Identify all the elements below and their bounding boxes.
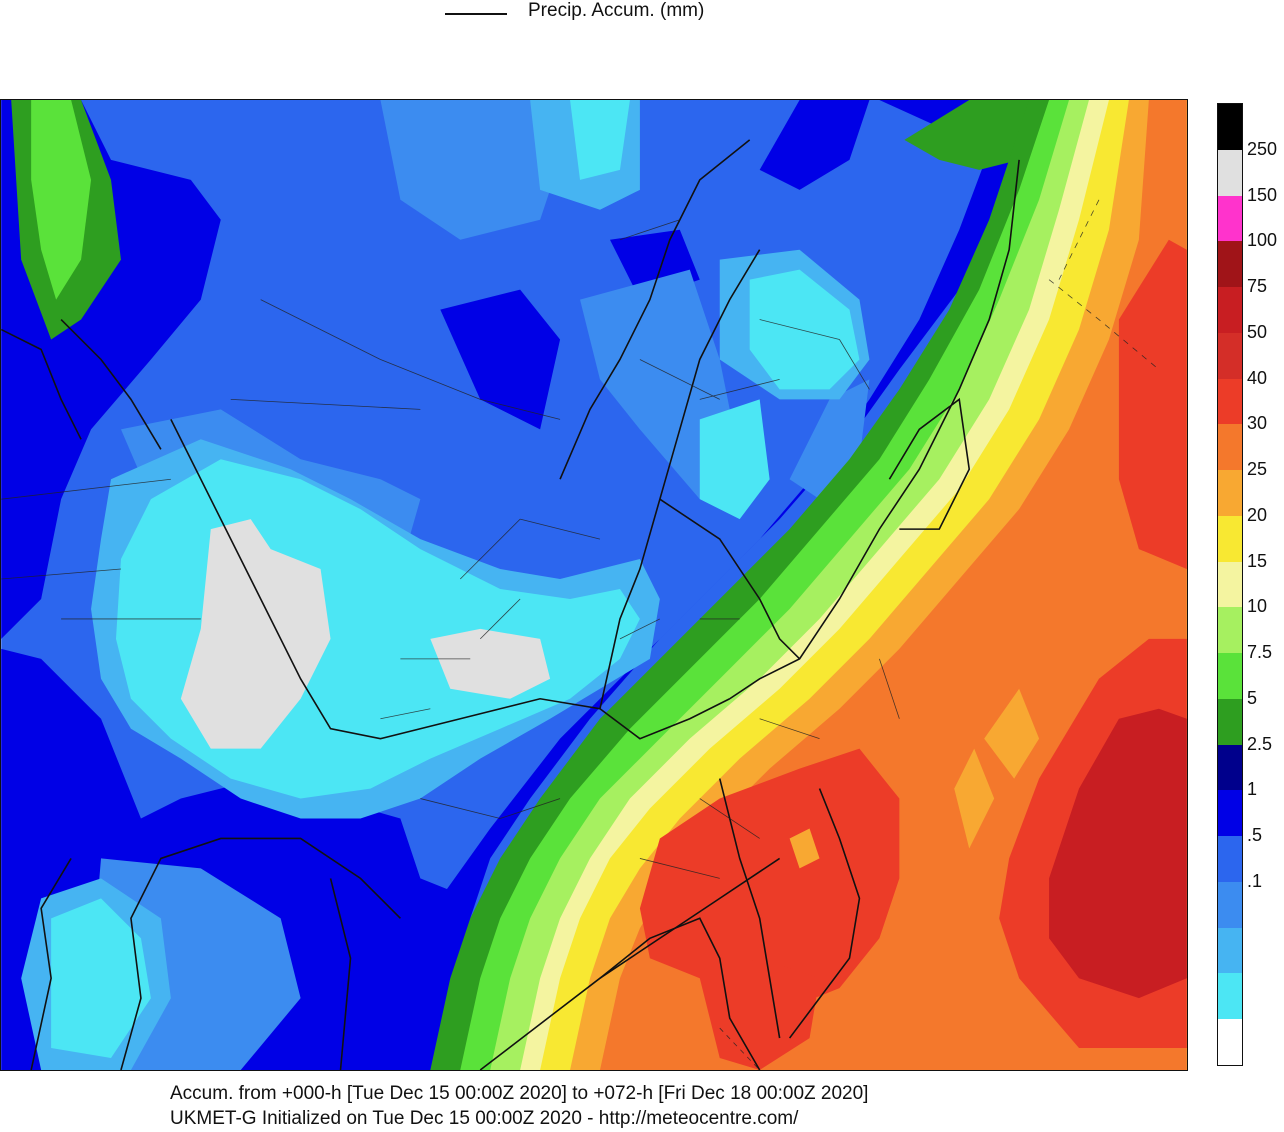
precip-colorbar [1217,103,1243,1066]
precip-band-0-1mm-north [570,100,630,180]
footer-accumulation-period: Accum. from +000-h [Tue Dec 15 00:00Z 20… [170,1083,869,1104]
precip-band-30mm-patch-1 [984,688,1040,779]
precip-band-5mm-patch-1 [440,289,561,430]
colorbar-swatch [1218,561,1242,608]
precip-band-40mm-patch [789,828,820,869]
colorbar-swatch [1218,332,1242,380]
colorbar-swatch [1218,653,1242,700]
colorbar-swatch [1218,515,1242,563]
precip-band-50mm-east-1 [1118,239,1187,570]
colorbar-tick-label: .1 [1247,870,1263,891]
legend-line-label: Precip. Accum. (mm) [528,0,705,21]
colorbar-swatch [1218,698,1242,746]
colorbar-tick-label: .5 [1247,825,1263,846]
colorbar-swatch [1218,881,1242,929]
precip-band-trace-east [430,628,551,699]
precip-band-10mm-northwest [31,100,92,300]
colorbar-swatch [1218,195,1242,242]
precip-band-1mm-inland-2 [580,269,740,500]
precip-band-5mm-north [759,100,870,190]
colorbar-swatch [1218,973,1242,1020]
precip-band-75mm-east [1049,708,1187,999]
colorbar-swatch [1218,1019,1242,1066]
precip-band-0-1mm-northeast [749,269,860,390]
footer-model-init: UKMET-G Initialized on Tue Dec 15 00:00Z… [170,1108,799,1129]
colorbar-tick-label: 15 [1247,550,1268,571]
colorbar-tick-label: 30 [1247,413,1268,434]
precip-band-1mm-inland-1 [380,100,561,240]
colorbar-tick-label: 20 [1247,504,1268,525]
colorbar-tick-label: 2.5 [1247,733,1273,754]
legend-line-sample [445,13,507,15]
colorbar-tick-label: 1 [1247,779,1258,800]
colorbar-tick-label: 10 [1247,596,1268,617]
colorbar-swatch [1218,607,1242,654]
colorbar-swatch [1218,836,1242,883]
precip-band-7-5mm-northeast [904,100,1040,170]
precip-band-0-1mm-south [51,898,151,1059]
coastline-and-border-lines [1,139,1020,1070]
colorbar-swatch [1218,744,1242,791]
colorbar-swatch [1218,149,1242,196]
colorbar-tick-label: 25 [1247,459,1268,480]
county-lines [1,199,1160,1070]
colorbar-tick-label: 50 [1247,321,1268,342]
colorbar-swatch [1218,241,1242,288]
colorbar-tick-label: 150 [1247,184,1278,205]
colorbar-swatch [1218,470,1242,517]
precip-accumulation-map [0,99,1188,1071]
precip-band-30mm-patch-2 [954,748,995,849]
precip-band-50mm-south-central [639,748,900,1009]
precip-band-0-1mm-east [699,399,770,520]
colorbar-swatch [1218,104,1242,151]
precip-band-50mm-south-lobe [699,958,820,1070]
colorbar-swatch [1218,424,1242,471]
colorbar-tick-label: 7.5 [1247,642,1273,663]
colorbar-swatch [1218,790,1242,837]
colorbar-swatch [1218,378,1242,425]
colorbar-tick-label: 5 [1247,687,1258,708]
colorbar-swatch [1218,927,1242,974]
colorbar-swatch [1218,287,1242,334]
colorbar-tick-label: 40 [1247,367,1268,388]
colorbar-tick-label: 250 [1247,138,1278,159]
precip-band-trace-west [180,519,331,749]
colorbar-tick-label: 100 [1247,230,1278,251]
colorbar-tick-label: 75 [1247,276,1268,297]
